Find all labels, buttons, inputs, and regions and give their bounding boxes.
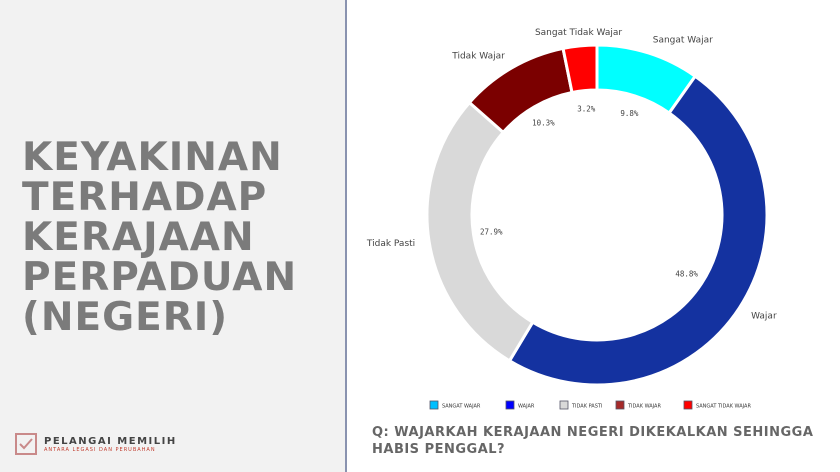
logo-tagline: ANTARA LEGASI DAN PERUBAHAN — [44, 446, 156, 453]
category-label: Tidak Wajar — [451, 52, 505, 62]
donut-slice — [561, 43, 599, 95]
title-line: KEYAKINAN — [22, 135, 283, 180]
title-line: PERPADUAN — [22, 255, 298, 300]
data-label: 3.2% — [577, 105, 596, 114]
legend-label: WAJAR — [518, 404, 535, 410]
donut-chart: 9.8% Sangat Wajar 48.8% Wajar 27.9% Tidak Pas… — [366, 28, 777, 410]
question-text: Q: WAJARKAH KERAJAAN NEGERI DIKEKALKAN S… — [372, 425, 814, 457]
category-label: Sangat Tidak Wajar — [535, 28, 622, 38]
donut-slice — [507, 74, 769, 387]
legend-label: SANGAT TIDAK WAJAR — [696, 404, 751, 410]
data-label: 27.9% — [480, 227, 503, 236]
legend-swatch — [429, 400, 439, 410]
legend-swatch — [559, 400, 569, 410]
slide-title: KEYAKINAN TERHADAP KERAJAAN PERPADUAN (N… — [22, 138, 297, 338]
data-label: 10.3% — [532, 118, 555, 127]
title-line: KERAJAAN — [22, 215, 255, 260]
legend-swatch — [505, 400, 515, 410]
checkmark-icon — [15, 433, 37, 455]
logo: PELANGAI MEMILIH ANTARA LEGASI DAN PERUB… — [15, 433, 177, 455]
legend-label: TIDAK PASTI — [571, 404, 602, 410]
category-label: Sangat Wajar — [653, 36, 713, 46]
divider — [345, 0, 347, 472]
data-label: 48.8% — [675, 269, 698, 278]
legend-label: SANGAT WAJAR — [442, 404, 481, 410]
category-label: Tidak Pasti — [366, 239, 415, 249]
logo-name: PELANGAI MEMILIH — [44, 435, 177, 447]
data-label: 9.8% — [620, 109, 639, 118]
left-panel — [0, 0, 345, 472]
legend-label: TIDAK WAJAR — [627, 404, 661, 410]
title-line: (NEGERI) — [22, 295, 229, 340]
legend-swatch — [683, 400, 693, 410]
category-label: Wajar — [751, 312, 777, 322]
title-line: TERHADAP — [22, 175, 268, 220]
legend-swatch — [615, 400, 625, 410]
